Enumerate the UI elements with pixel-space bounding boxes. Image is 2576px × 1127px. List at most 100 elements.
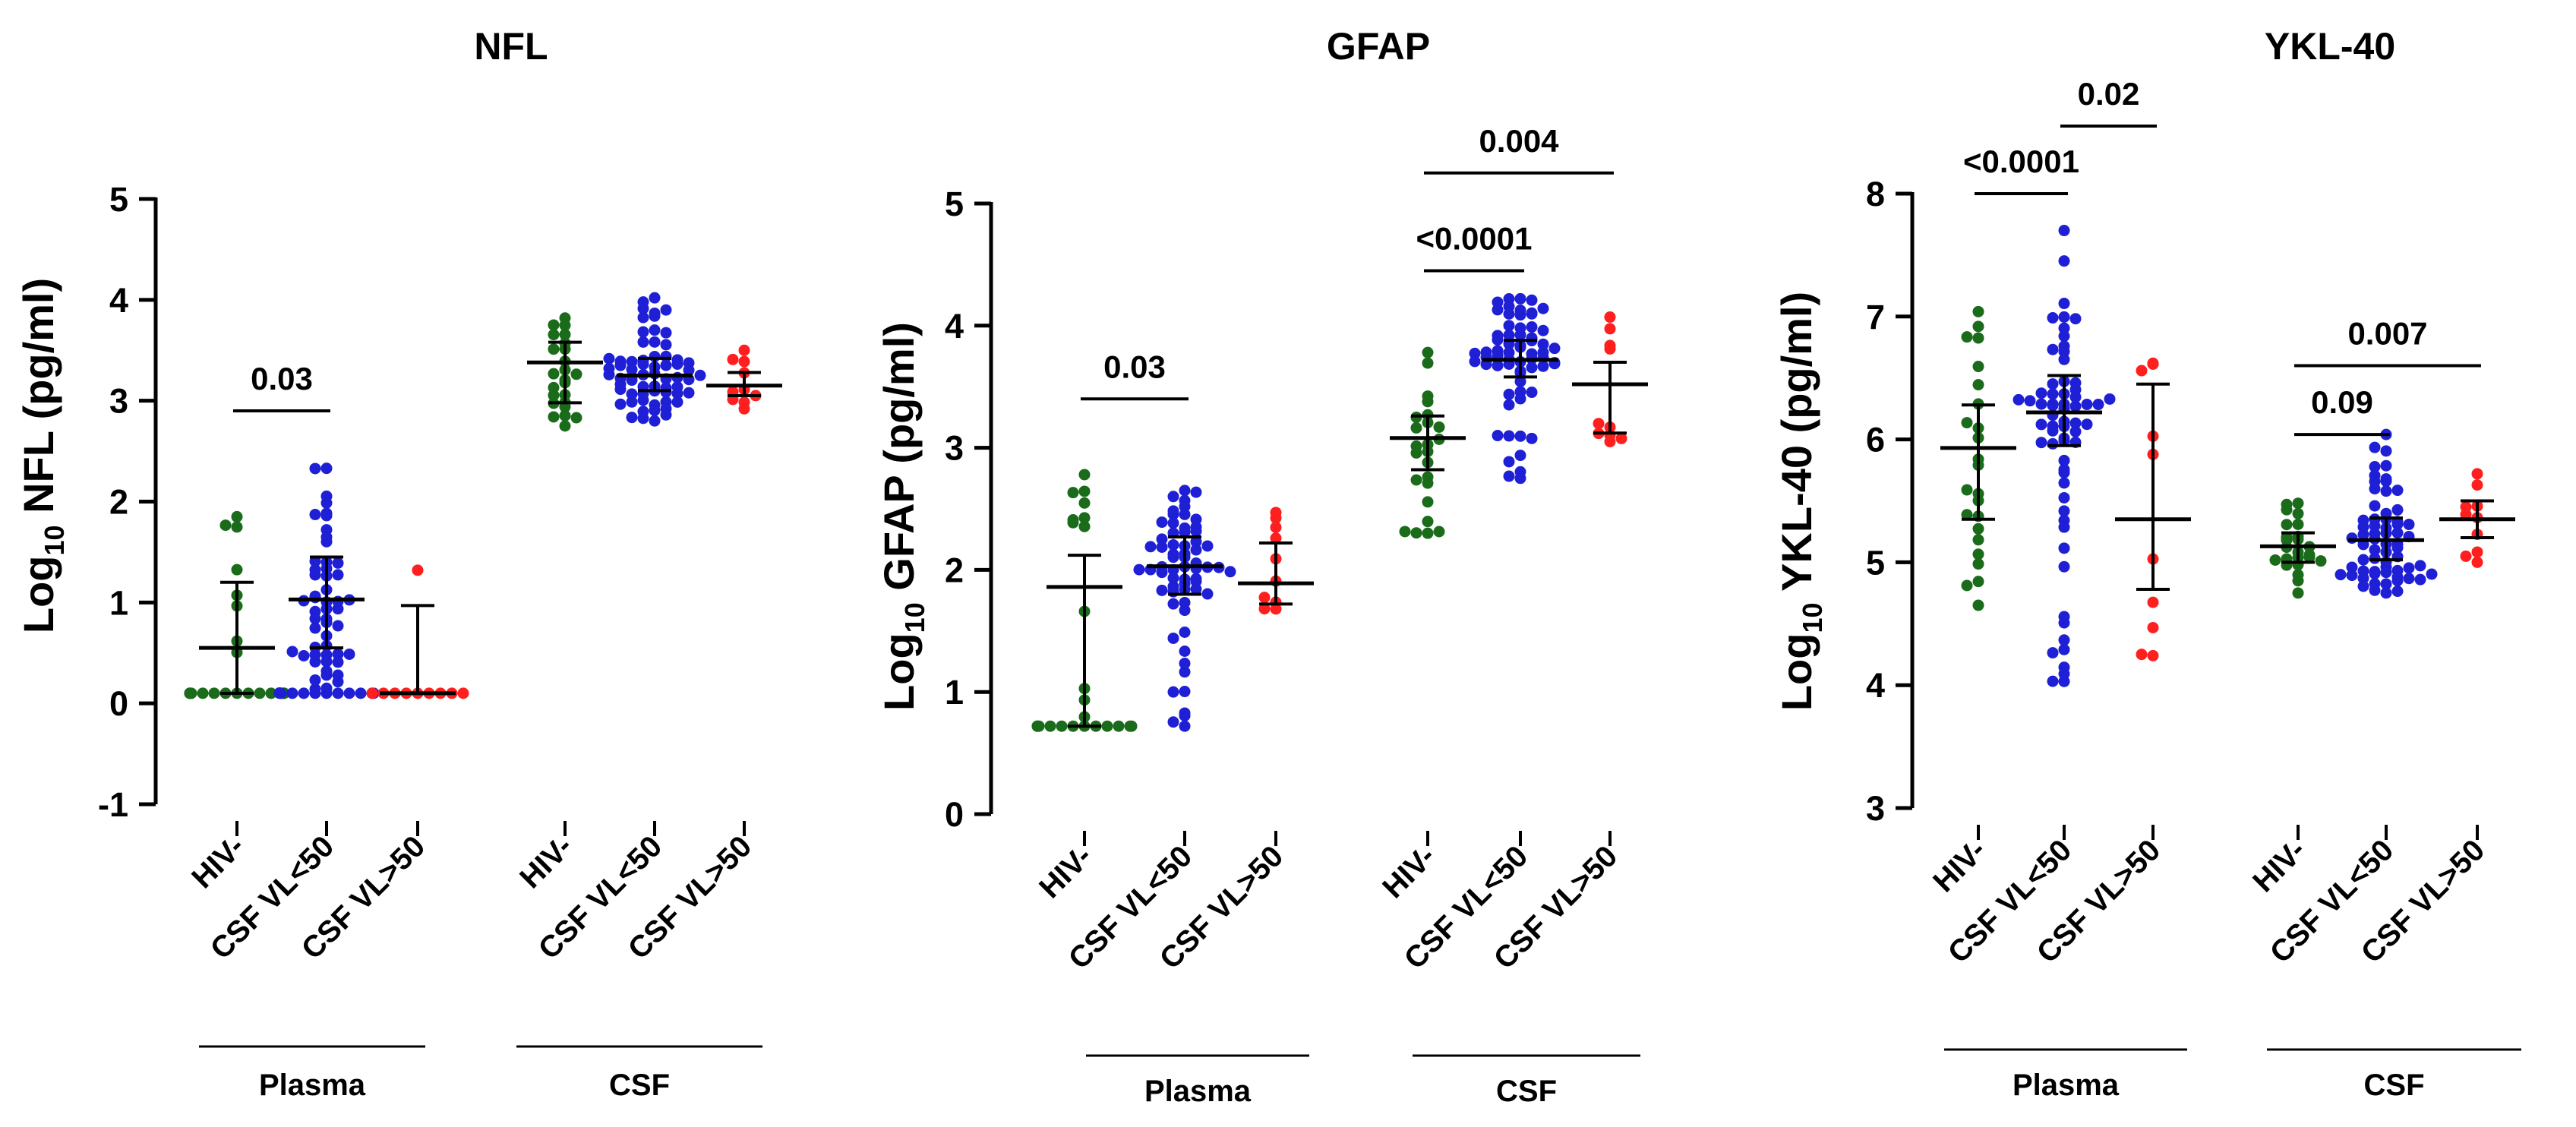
data-point — [1133, 564, 1145, 576]
series-plasma-csf-vl-50 — [1133, 485, 1236, 732]
data-point — [2380, 475, 2392, 488]
data-point — [683, 364, 695, 376]
category-label: HIV- — [513, 829, 579, 895]
data-point — [1167, 598, 1179, 610]
y-axis-label: Log10 NFL (pg/ml) — [14, 278, 70, 633]
series-csf-csf-vl-50 — [603, 292, 706, 427]
data-point — [614, 398, 627, 410]
y-axis-label-log: Log — [1773, 633, 1820, 712]
data-point — [2292, 569, 2304, 581]
series-csf-hiv- — [1390, 346, 1466, 539]
series-plasma-csf-vl-50 — [2012, 225, 2116, 687]
series-plasma-csf-vl-50 — [2115, 357, 2191, 661]
data-point — [2047, 378, 2059, 390]
data-point — [2346, 561, 2358, 573]
data-point — [1167, 505, 1179, 517]
data-point — [2369, 441, 2381, 453]
data-point — [559, 328, 571, 340]
category-label: HIV- — [1033, 839, 1098, 904]
data-point — [671, 396, 683, 408]
data-point — [1422, 471, 1434, 483]
data-point — [231, 564, 243, 576]
series-csf-csf-vl-50 — [2334, 428, 2438, 599]
data-point — [570, 368, 582, 380]
data-point — [1514, 466, 1526, 478]
data-point — [2058, 491, 2070, 504]
data-point — [1167, 538, 1179, 551]
data-point — [1190, 583, 1202, 595]
data-point — [320, 665, 333, 677]
data-point — [1101, 720, 1113, 732]
data-point — [2058, 330, 2070, 343]
data-point — [548, 411, 560, 423]
data-point — [1156, 533, 1168, 545]
data-point — [2380, 485, 2392, 497]
y-tick-label: 5 — [1866, 543, 1885, 582]
data-point — [1514, 322, 1526, 334]
data-point — [1503, 430, 1515, 442]
data-point — [1514, 430, 1526, 442]
data-point — [1537, 338, 1549, 350]
p-value-label: <0.0001 — [1416, 220, 1533, 256]
data-point — [2058, 560, 2070, 573]
data-point — [2403, 573, 2415, 585]
data-point — [1526, 294, 1538, 306]
data-point — [626, 388, 638, 400]
data-point — [1961, 331, 1973, 343]
data-point — [2047, 388, 2059, 400]
data-point — [1503, 329, 1515, 341]
data-point — [1179, 658, 1191, 670]
series-csf-csf-vl-50 — [706, 344, 782, 415]
data-point — [2369, 578, 2381, 590]
data-point — [2047, 675, 2059, 687]
data-point — [2035, 437, 2047, 449]
data-point — [1258, 592, 1271, 604]
data-point — [1179, 485, 1191, 497]
data-point — [2292, 507, 2304, 519]
data-point — [1031, 720, 1043, 732]
y-tick-label: 2 — [109, 483, 128, 522]
data-point — [660, 327, 672, 339]
data-point — [2471, 546, 2483, 558]
data-point — [2147, 596, 2159, 608]
data-point — [309, 509, 321, 521]
data-point — [2369, 500, 2381, 512]
y-tick-label: 0 — [945, 795, 964, 834]
data-point — [2414, 560, 2426, 572]
y-tick-label: 6 — [1866, 421, 1885, 459]
data-point — [1422, 357, 1434, 369]
data-point — [343, 648, 355, 660]
y-axis-label-log: Log — [14, 556, 62, 634]
data-point — [1514, 393, 1526, 405]
category-label: HIV- — [2246, 833, 2312, 898]
data-point — [2136, 649, 2148, 661]
data-point — [1156, 584, 1168, 596]
data-point — [614, 378, 627, 390]
data-point — [2391, 527, 2404, 539]
series-csf-hiv- — [527, 312, 603, 432]
series-plasma-csf-vl-50 — [273, 462, 380, 699]
data-point — [2058, 477, 2070, 489]
data-point — [637, 336, 649, 348]
data-point — [2346, 532, 2358, 545]
data-point — [1422, 346, 1434, 358]
data-point — [1537, 360, 1549, 372]
data-point — [2357, 580, 2369, 592]
data-point — [738, 344, 750, 356]
data-point — [671, 358, 683, 370]
data-point — [1961, 484, 1973, 496]
data-point — [1604, 323, 1616, 335]
data-point — [1067, 514, 1079, 526]
data-point — [660, 304, 672, 316]
data-point — [1492, 330, 1504, 342]
data-point — [1399, 526, 1411, 538]
data-point — [2380, 587, 2392, 599]
y-tick-label: 2 — [945, 551, 964, 589]
data-point — [2380, 459, 2392, 472]
data-point — [2391, 485, 2404, 497]
data-point — [2058, 353, 2070, 365]
p-value-label: 0.004 — [1479, 123, 1559, 159]
data-point — [1179, 508, 1191, 520]
data-point — [2315, 555, 2327, 567]
series-plasma-hiv- — [1031, 469, 1138, 732]
